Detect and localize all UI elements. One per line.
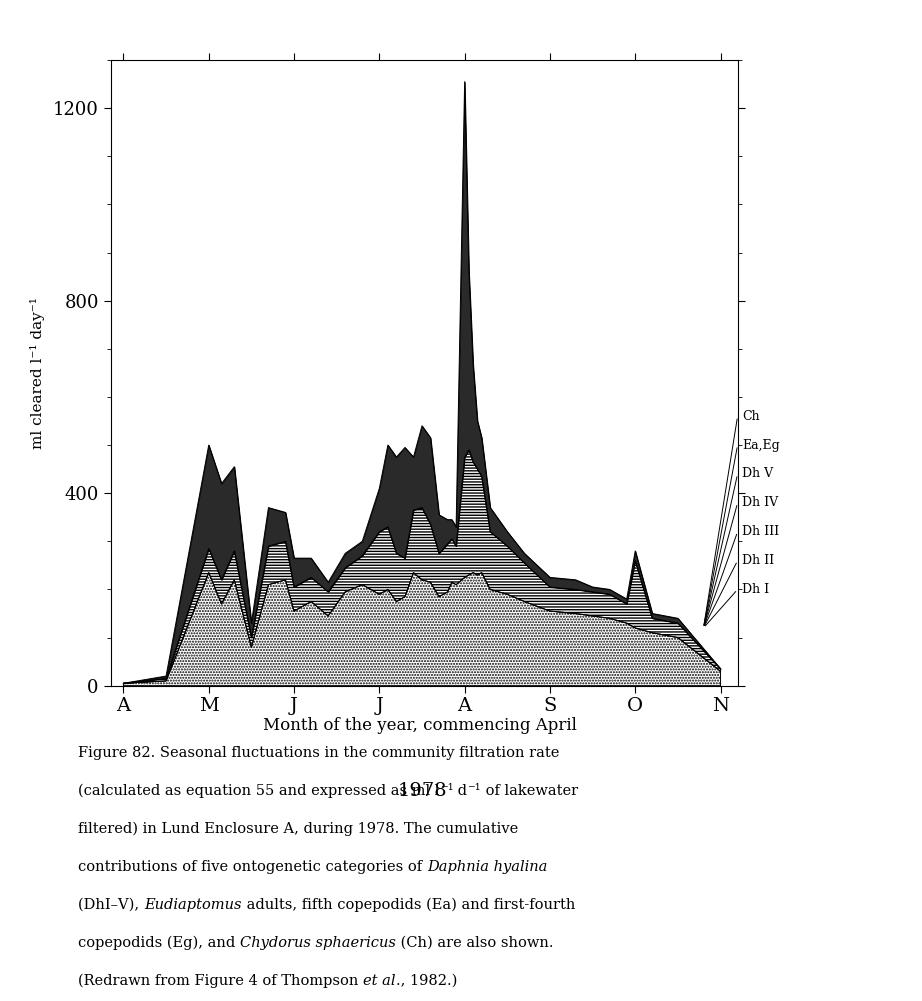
Text: 1978: 1978 — [397, 782, 447, 800]
Text: Ch: Ch — [742, 409, 760, 422]
Text: Chydorus sphaericus: Chydorus sphaericus — [241, 936, 396, 950]
Text: Dh IV: Dh IV — [742, 496, 778, 510]
Text: (Redrawn from Figure 4 of Thompson: (Redrawn from Figure 4 of Thompson — [78, 974, 363, 988]
Text: Ea,Eg: Ea,Eg — [742, 438, 780, 451]
Text: of lakewater: of lakewater — [481, 784, 578, 798]
Text: (Ch) are also shown.: (Ch) are also shown. — [396, 936, 553, 950]
Text: filtered) in Lund Enclosure A, during 1978. The cumulative: filtered) in Lund Enclosure A, during 19… — [78, 822, 518, 836]
Text: Eudiaptomus: Eudiaptomus — [144, 898, 242, 912]
Text: ⁻¹: ⁻¹ — [440, 784, 454, 798]
Text: copepodids (Eg), and: copepodids (Eg), and — [78, 936, 241, 950]
Text: et al: et al — [363, 974, 396, 988]
Text: contributions of five ontogenetic categories of: contributions of five ontogenetic catego… — [78, 860, 427, 874]
Text: ., 1982.): ., 1982.) — [396, 974, 457, 988]
Text: (calculated as equation 55 and expressed as ml l: (calculated as equation 55 and expressed… — [78, 784, 440, 798]
Text: Dh II: Dh II — [742, 555, 774, 567]
Text: Dh I: Dh I — [742, 583, 769, 596]
Text: Daphnia hyalina: Daphnia hyalina — [427, 860, 548, 874]
Text: ⁻¹: ⁻¹ — [467, 784, 481, 798]
Text: Figure 82. Seasonal fluctuations in the community filtration rate: Figure 82. Seasonal fluctuations in the … — [78, 746, 560, 760]
Y-axis label: ml cleared l⁻¹ day⁻¹: ml cleared l⁻¹ day⁻¹ — [30, 297, 44, 448]
Text: Month of the year, commencing April: Month of the year, commencing April — [263, 718, 576, 734]
Text: (DhI–V),: (DhI–V), — [78, 898, 144, 912]
Text: d: d — [454, 784, 467, 798]
Text: adults, fifth copepodids (Ea) and first-fourth: adults, fifth copepodids (Ea) and first-… — [242, 898, 575, 912]
Text: Dh III: Dh III — [742, 526, 779, 539]
Text: Dh V: Dh V — [742, 467, 773, 480]
